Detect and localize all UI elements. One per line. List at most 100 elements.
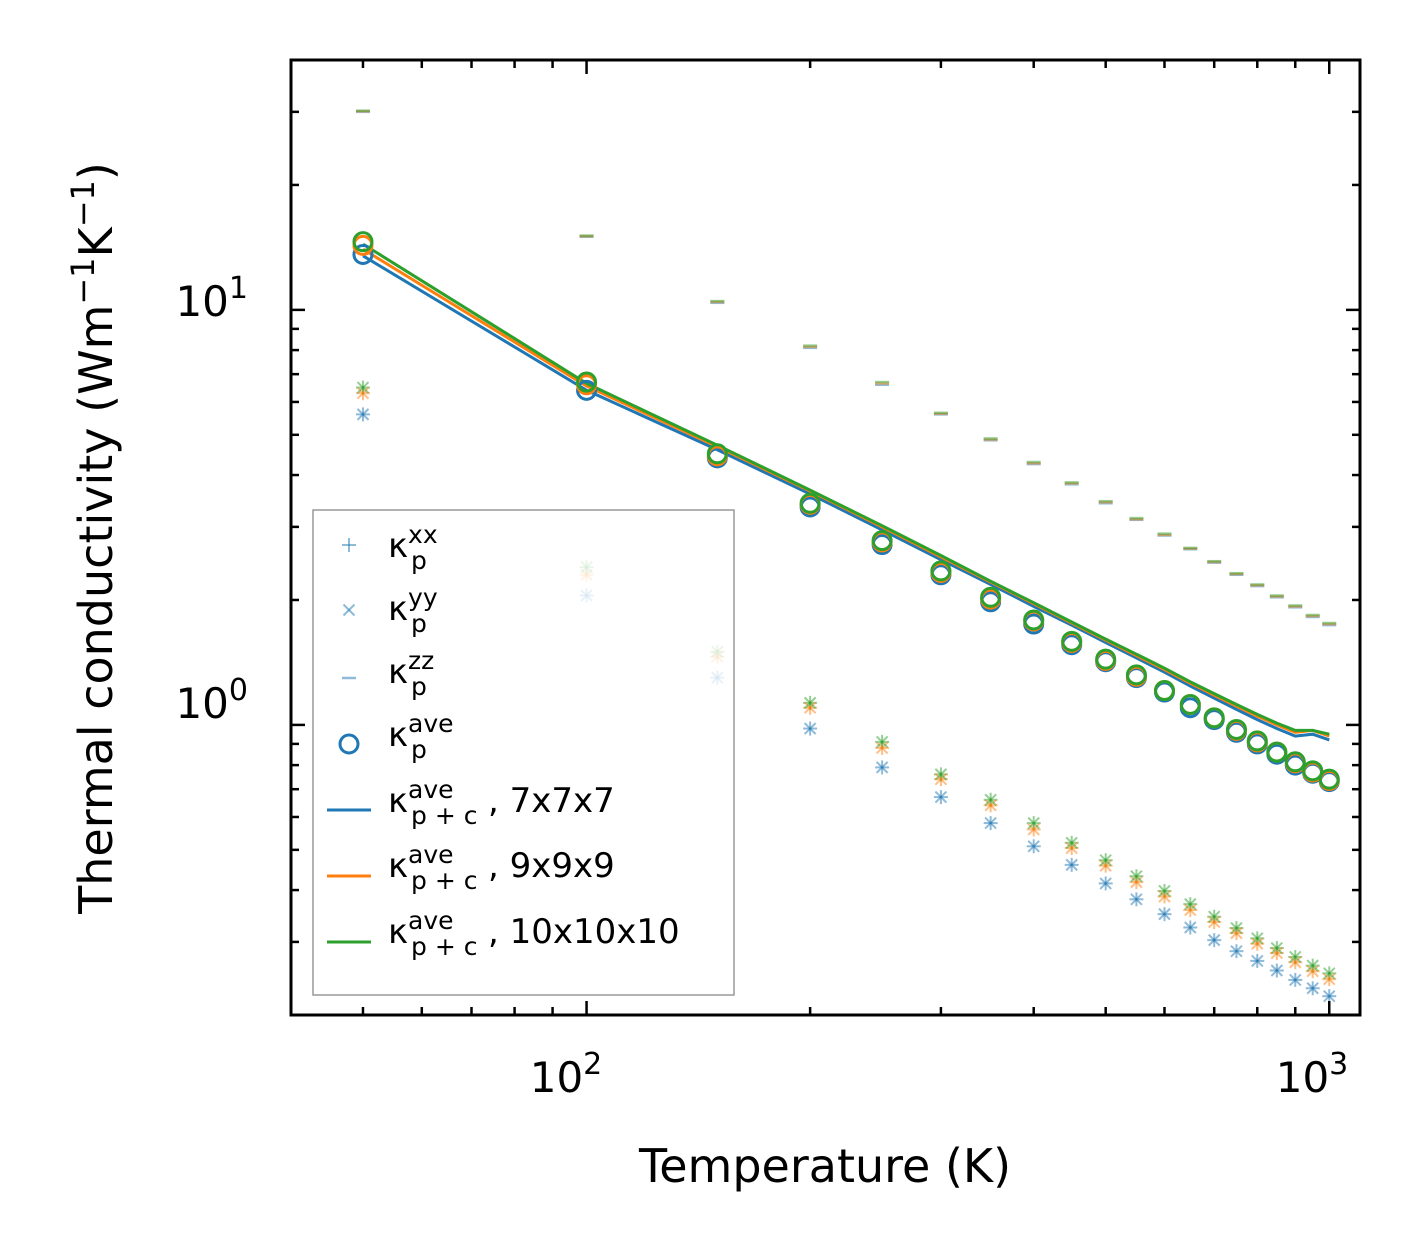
series-kp_yy_10x10x10 <box>356 381 1336 980</box>
legend-box <box>312 509 735 996</box>
point-kp_yy_7x7x7-350 <box>984 816 997 830</box>
point-kp_ave_10x10x10-600 <box>1153 680 1175 702</box>
point-kp_ave_10x10x10-850 <box>1266 741 1288 763</box>
point-kp_ave_10x10x10-450 <box>1061 630 1083 652</box>
point-kp_ave_10x10x10-400 <box>1023 609 1045 631</box>
data-layer <box>352 109 1340 1004</box>
point-kp_yy_7x7x7-650 <box>1184 921 1197 934</box>
point-kp_ave_10x10x10-800 <box>1246 730 1268 752</box>
point-kp_ave_10x10x10-700 <box>1203 707 1225 729</box>
legend-label-kpc-9x9x9: κave p + c, 9x9x9 <box>388 840 615 895</box>
point-kp_yy_9x9x9-1000 <box>1323 972 1336 986</box>
point-kp_yy_7x7x7-300 <box>934 790 948 804</box>
point-kp_yy_10x10x10-750 <box>1230 921 1243 935</box>
legend-label-kp-ave: κave p <box>388 709 454 764</box>
point-kp_yy_10x10x10-450 <box>1065 836 1078 849</box>
point-kp_yy_9x9x9-200 <box>803 701 817 714</box>
point-kp_yy_10x10x10-700 <box>1208 910 1221 923</box>
point-kp_yy_10x10x10-550 <box>1130 869 1143 883</box>
point-kp_yy_10x10x10-600 <box>1158 884 1171 898</box>
point-kp_ave_10x10x10-500 <box>1095 648 1117 670</box>
point-kp_yy_10x10x10-800 <box>1251 932 1264 945</box>
point-kp_yy_9x9x9-850 <box>1270 946 1284 960</box>
point-kp_yy_10x10x10-500 <box>1099 854 1112 867</box>
point-kp_yy_9x9x9-50 <box>356 386 370 400</box>
point-kp_ave_10x10x10-300 <box>930 560 952 582</box>
legend-label-kpc-10x10x10: κave p + c, 10x10x10 <box>388 906 680 961</box>
y-tick-label-1: 101 <box>175 271 248 326</box>
point-kp_ave_10x10x10-250 <box>871 530 893 552</box>
point-kp_yy_10x10x10-1000 <box>1323 967 1336 980</box>
x-tick-label-0: 102 <box>530 1047 603 1102</box>
plot-frame <box>289 58 1362 1017</box>
point-kp_yy_7x7x7-250 <box>875 761 889 774</box>
legend-label-kp-xx: κxx p <box>388 520 438 575</box>
point-kp_yy_9x9x9-450 <box>1065 841 1078 855</box>
legend-marker-0 <box>342 538 356 552</box>
point-kp_yy_7x7x7-700 <box>1208 933 1221 947</box>
point-kp_yy_7x7x7-400 <box>1027 840 1040 853</box>
legend-label-kp-zz: κzz p <box>388 646 434 701</box>
point-kp_yy_10x10x10-900 <box>1289 950 1302 964</box>
point-kp_yy_10x10x10-200 <box>803 696 817 710</box>
series-kp_zz_10x10x10 <box>355 109 1337 625</box>
point-kp_yy_7x7x7-450 <box>1065 858 1078 872</box>
point-kp_yy_9x9x9-600 <box>1158 890 1171 903</box>
point-kp_ave_7x7x7-100 <box>576 379 598 401</box>
point-kp_ave_10x10x10-750 <box>1225 718 1247 740</box>
point-kp_yy_7x7x7-950 <box>1306 982 1319 995</box>
point-kp_ave_10x10x10-650 <box>1179 693 1201 715</box>
point-kp_yy_10x10x10-300 <box>934 768 948 781</box>
point-kp_yy_10x10x10-50 <box>356 381 370 394</box>
point-kp_ave_10x10x10-50 <box>352 231 374 253</box>
legend-label-kpc-7x7x7: κave p + c, 7x7x7 <box>388 775 615 830</box>
legend: κxx p κyy p κzz p κave p κave p + c, 7x7x7 κa… <box>312 509 735 996</box>
point-kp_ave_10x10x10-550 <box>1125 664 1147 686</box>
point-kp_ave_7x7x7-50 <box>352 243 374 265</box>
legend-markers <box>327 538 371 944</box>
point-kp_yy_10x10x10-950 <box>1306 959 1319 972</box>
point-kp_yy_7x7x7-500 <box>1099 877 1112 890</box>
point-kp_yy_7x7x7-750 <box>1230 944 1243 958</box>
point-kp_ave_10x10x10-1000 <box>1318 768 1340 790</box>
series-line-kpc_ave_10x10x10 <box>362 242 1330 736</box>
point-kp_yy_9x9x9-350 <box>984 799 997 812</box>
point-kp_yy_9x9x9-800 <box>1251 937 1264 950</box>
point-kp_yy_7x7x7-800 <box>1251 954 1264 968</box>
point-kp_yy_7x7x7-200 <box>803 722 817 735</box>
point-kp_yy_7x7x7-1000 <box>1323 989 1336 1003</box>
x-tick-label-1: 103 <box>1276 1047 1349 1102</box>
point-kp_yy_7x7x7-850 <box>1270 964 1284 977</box>
point-kp_yy_7x7x7-550 <box>1130 893 1143 906</box>
point-kp_ave_10x10x10-350 <box>980 586 1002 608</box>
point-kp_ave_10x10x10-950 <box>1302 760 1324 782</box>
point-kp_yy_7x7x7-50 <box>356 408 370 421</box>
point-kp_ave_10x10x10-200 <box>799 492 821 514</box>
y-tick-label-0: 100 <box>175 673 248 728</box>
point-kp_yy_9x9x9-300 <box>934 772 948 786</box>
x-axis-label: Temperature (K) <box>638 1139 1011 1193</box>
series-kp_yy_7x7x7 <box>356 408 1336 1003</box>
point-kp_yy_7x7x7-600 <box>1158 907 1171 921</box>
point-kp_yy_10x10x10-350 <box>984 793 997 807</box>
legend-marker-1 <box>342 603 356 617</box>
point-kp_yy_10x10x10-650 <box>1184 897 1197 911</box>
point-kp_yy_9x9x9-900 <box>1289 956 1302 969</box>
series-kp_ave_10x10x10 <box>352 231 1340 790</box>
point-kp_yy_7x7x7-900 <box>1289 973 1302 987</box>
legend-label-kp-yy: κyy p <box>388 583 438 638</box>
series-kp_yy_9x9x9 <box>356 386 1336 986</box>
point-kp_yy_9x9x9-750 <box>1230 926 1243 940</box>
legend-marker-3 <box>338 733 360 755</box>
point-kp_yy_10x10x10-250 <box>875 735 889 749</box>
point-kp_ave_10x10x10-150 <box>706 443 728 465</box>
point-kp_yy_10x10x10-850 <box>1270 941 1284 955</box>
y-axis-label: Thermal conductivity (Wm−1K−1) <box>64 162 123 915</box>
point-kp_yy_9x9x9-950 <box>1306 965 1319 978</box>
point-kp_ave_10x10x10-100 <box>576 371 598 393</box>
point-kp_yy_9x9x9-500 <box>1099 859 1112 872</box>
point-kp_ave_10x10x10-900 <box>1284 751 1306 773</box>
point-kp_yy_9x9x9-700 <box>1208 915 1221 929</box>
point-kp_yy_10x10x10-400 <box>1027 816 1040 830</box>
